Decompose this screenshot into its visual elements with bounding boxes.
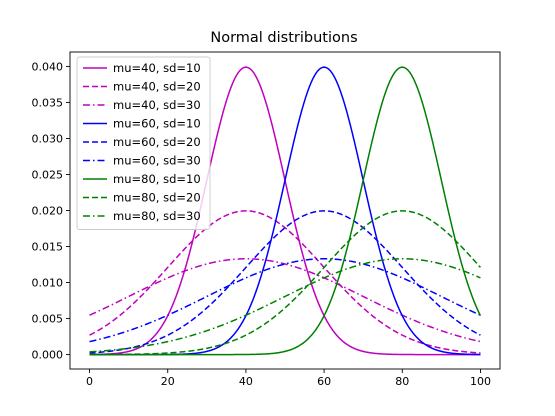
- series-line-3: [89, 258, 481, 343]
- series-line-7: [89, 66, 482, 356]
- axes-layer: 0 20 40 60 80 100 0.000 0.005 0.010 0.015 0.020 0.0…: [32, 51, 501, 388]
- x-tick-label: 100: [470, 375, 491, 388]
- series-layer: [89, 66, 482, 356]
- y-tick-label: 0.000: [32, 349, 64, 362]
- y-tick-label: 0.025: [32, 168, 64, 181]
- series-line-6: [89, 258, 481, 343]
- legend: mu=40, sd=10 mu=40, sd=20 mu=40, sd=30 mu=6…: [76, 56, 211, 230]
- legend-label-8: mu=80, sd=20: [113, 191, 201, 205]
- x-tick-label: 80: [395, 375, 409, 388]
- series-line-5: [89, 210, 481, 354]
- legend-label-6: mu=60, sd=30: [113, 154, 201, 168]
- legend-box: [76, 56, 211, 230]
- chart-title: Normal distributions: [210, 30, 357, 46]
- y-tick-label: 0.040: [32, 60, 64, 73]
- legend-label-2: mu=40, sd=20: [113, 80, 201, 94]
- legend-label-9: mu=80, sd=30: [113, 209, 201, 223]
- y-tick-label: 0.035: [32, 96, 64, 109]
- x-tick-label: 40: [239, 375, 253, 388]
- y-tick-label: 0.030: [32, 132, 64, 145]
- legend-label-1: mu=40, sd=10: [113, 61, 201, 75]
- legend-label-7: mu=80, sd=10: [113, 172, 201, 186]
- x-tick-label: 60: [317, 375, 331, 388]
- y-tick-label: 0.005: [32, 313, 64, 326]
- x-tick-label: 20: [161, 375, 175, 388]
- y-tick-label: 0.015: [32, 241, 64, 254]
- y-tick-label: 0.020: [32, 205, 64, 218]
- series-line-8: [89, 210, 482, 356]
- series-line-9: [89, 258, 481, 353]
- series-line-2: [89, 210, 481, 354]
- x-tick-label: 0: [86, 375, 93, 388]
- legend-label-4: mu=60, sd=10: [113, 117, 201, 131]
- legend-label-3: mu=40, sd=30: [113, 98, 201, 112]
- legend-label-5: mu=60, sd=20: [113, 135, 201, 149]
- y-tick-label: 0.010: [32, 277, 64, 290]
